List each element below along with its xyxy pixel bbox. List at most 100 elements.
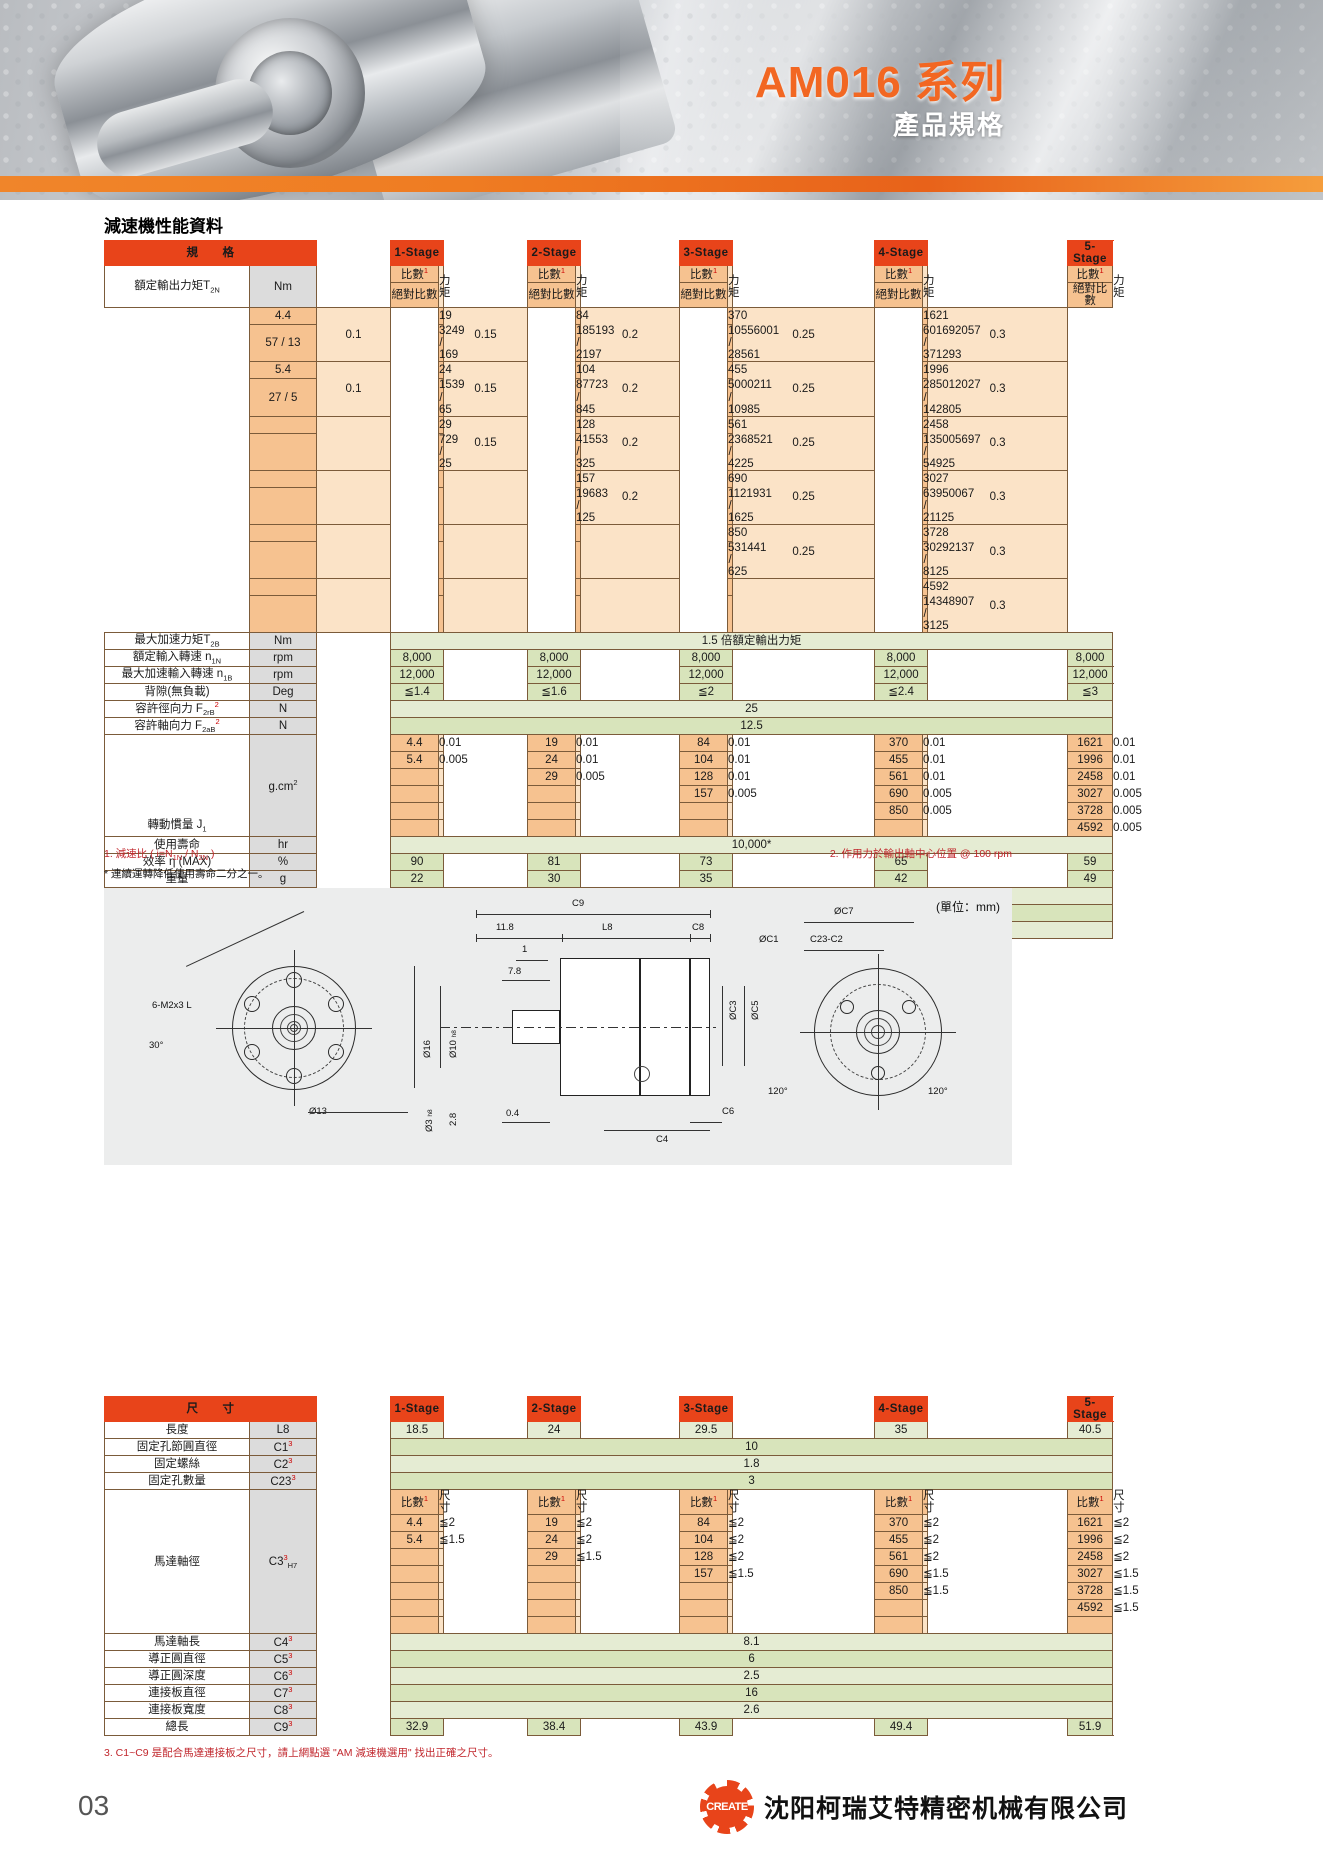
- shaft-ratio-4-5: [874, 1599, 924, 1618]
- page-subtitle: 產品規格: [892, 110, 1005, 140]
- drawing-unit-note: (單位：mm): [936, 900, 1000, 914]
- logo-text: CREATE: [706, 1801, 748, 1813]
- max-input-speed-1: 12,000: [389, 666, 445, 685]
- col-gap: [732, 265, 875, 308]
- header-separator: [732, 240, 875, 266]
- drawing-label-bolt-spec: 6-M2x3 L: [152, 1000, 192, 1011]
- torque-value-1-4: [316, 523, 391, 580]
- rated-input-speed-1: 8,000: [389, 649, 445, 668]
- efficiency-5: 59: [1067, 853, 1114, 872]
- shaft-size-1-2: [437, 1548, 445, 1567]
- shaft-ratio-2-2: 29: [527, 1548, 577, 1567]
- dim-row-label-c8: 連接板寬度: [104, 1701, 250, 1720]
- weight-2: 30: [527, 870, 582, 889]
- torque-absratio-3-5: [575, 595, 582, 634]
- inertia-ratio-5-0: 1621: [1067, 734, 1114, 753]
- weight-5: 49: [1067, 870, 1114, 889]
- weight-1: 22: [389, 870, 445, 889]
- torque-absratio-1-5: [249, 595, 317, 634]
- torque-ratio-5-2: 2458: [922, 415, 949, 434]
- col-gap: [316, 265, 391, 308]
- header-orange-rule: [0, 176, 1323, 192]
- value-c6: 2.5: [389, 1667, 1114, 1686]
- section-centerline: [440, 1027, 716, 1028]
- backlash-5: ≦3: [1067, 683, 1114, 702]
- inertia-ratio-1-0: 4.4: [390, 734, 439, 753]
- length-5: 40.5: [1067, 1421, 1114, 1440]
- torque-ratio-4-2: 561: [727, 415, 747, 434]
- dimension-tail-rows: 馬達軸長 C43 8.1 導正圓直徑 C53 6 導正圓深度 C63 2.5 連接板直徑 C73 16…: [104, 1633, 1114, 1720]
- inertia-ratio-3-0: 84: [679, 734, 729, 753]
- drawing-label-2-8: 2.8: [448, 1112, 459, 1126]
- inertia-val-1-1: 0.005: [437, 751, 468, 770]
- efficiency-2: 81: [527, 853, 582, 872]
- inertia-val-3-0: 0.01: [727, 734, 750, 753]
- length-3: 29.5: [679, 1421, 734, 1440]
- shaft-ratio-1-4: [390, 1582, 439, 1601]
- dim-column-header: 尺 寸: [104, 1395, 317, 1423]
- torque-ratio-2-2: 29: [437, 415, 452, 434]
- rear-bolt-hole-1: [840, 1000, 854, 1014]
- shaft-size-3-2: ≦2: [727, 1548, 744, 1567]
- shaft-ratio-3-2: 128: [679, 1548, 729, 1567]
- inertia-ratio-4-3: 690: [874, 785, 924, 804]
- shaft-ratio-1-3: [390, 1565, 439, 1584]
- inertia-ratio-2-3: [527, 785, 577, 804]
- torque-ratio-3-3: 157: [575, 469, 595, 488]
- torque-ratio-4-1: 455: [727, 361, 747, 380]
- inertia-val-2-1: 0.01: [575, 751, 598, 770]
- dim-code-c23: C233: [249, 1472, 317, 1491]
- torque-value-1-1: 0.1: [316, 361, 391, 417]
- dim-line-d16: [414, 966, 415, 1088]
- torque-value-4-4: 0.25: [732, 523, 876, 580]
- footnote-3: 3. C1~C9 是配合馬達連接板之尺寸，請上網點選 "AM 減速機選用" 找出…: [104, 1747, 499, 1759]
- flange-centerline-v: [294, 950, 295, 1106]
- torque-ratio-1-5: [249, 578, 317, 597]
- stage-header-5: 5-Stage: [1067, 239, 1114, 267]
- page-title: AM016 系列: [754, 58, 1005, 107]
- rated-input-speed-2: 8,000: [527, 649, 582, 668]
- inertia-val-3-1: 0.01: [727, 751, 750, 770]
- inertia-val-2-0: 0.01: [575, 734, 598, 753]
- subheader-torque-2: 力矩: [575, 265, 588, 309]
- value-life: 10,000*: [389, 836, 1114, 855]
- torque-absratio-4-3: 1121931 / 1625: [727, 486, 772, 526]
- shaft-ratio-4-1: 455: [874, 1531, 924, 1550]
- unit-efficiency: %: [249, 853, 317, 872]
- torque-absratio-2-4: [437, 540, 445, 580]
- shaft-ratio-4-0: 370: [874, 1514, 924, 1533]
- stage-header-4: 4-Stage: [874, 239, 929, 267]
- shaft-ratio-5-3: 3027: [1067, 1565, 1114, 1584]
- row-label-life: 使用壽命: [104, 836, 250, 855]
- bolt-hole-3: [328, 996, 344, 1012]
- shaft-size-3-6: [727, 1616, 734, 1635]
- torque-value-4-3: 0.25: [732, 469, 876, 526]
- dim-line-c6: [690, 1122, 722, 1123]
- dim-row-label-c4: 馬達軸長: [104, 1633, 250, 1652]
- inertia-val-2-4: [575, 802, 582, 821]
- label-subscript: 2N: [210, 284, 220, 294]
- stage-header-1: 1-Stage: [389, 239, 445, 267]
- inertia-ratio-3-1: 104: [679, 751, 729, 770]
- shaft-ratio-5-5: 4592: [1067, 1599, 1114, 1618]
- shaft-ratio-5-4: 3728: [1067, 1582, 1114, 1601]
- unit-radial-force: N: [249, 700, 317, 719]
- torque-ratio-1-3: [249, 469, 317, 488]
- torque-absratio-1-1: 27 / 5: [249, 378, 317, 417]
- inertia-val-4-3: 0.005: [922, 785, 952, 804]
- header-separator: [580, 240, 680, 266]
- subheader-torque-3: 力矩: [727, 265, 740, 309]
- shaft-size-4-2: ≦2: [922, 1548, 939, 1567]
- shaft-size-3-4: [727, 1582, 734, 1601]
- inertia-val-2-5: [575, 819, 582, 838]
- header-banner: [0, 0, 1323, 200]
- dim-code-c2: C23: [249, 1455, 317, 1474]
- shaft-subheader-ratio-4: 比數1: [874, 1489, 924, 1516]
- bolt-hole-5: [244, 1044, 260, 1060]
- shaft-subheader-size-4: 尺寸: [922, 1489, 935, 1516]
- inertia-ratio-2-0: 19: [527, 734, 577, 753]
- torque-value-3-4: [580, 523, 681, 580]
- unit-backlash: Deg: [249, 683, 317, 702]
- inertia-ratio-4-5: [874, 819, 924, 838]
- torque-ratio-2-1: 24: [437, 361, 452, 380]
